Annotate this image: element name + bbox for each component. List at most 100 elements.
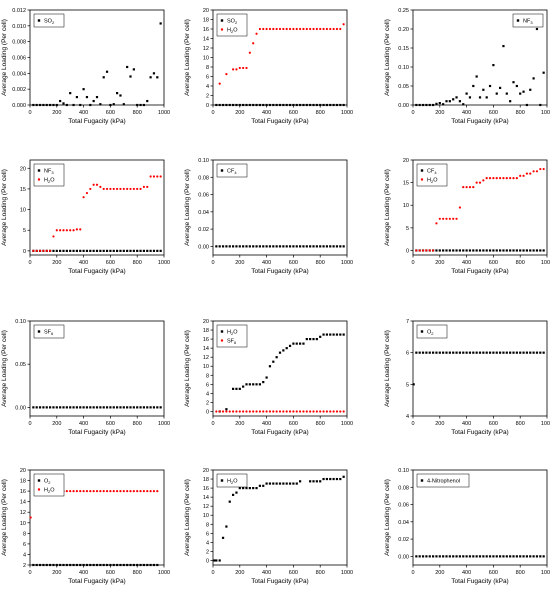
- data-point: [69, 563, 72, 567]
- data-point: [255, 103, 258, 107]
- data-point: [299, 27, 302, 31]
- data-point: [535, 351, 539, 354]
- x-tick-label: 1000: [541, 260, 550, 266]
- data-point: [275, 356, 278, 359]
- legend-marker: [420, 479, 424, 482]
- series-1: [32, 22, 162, 107]
- data-point: [52, 249, 55, 252]
- data-point: [515, 351, 518, 354]
- y-tick-label: 0.00: [398, 103, 409, 109]
- data-point: [215, 559, 218, 562]
- data-point: [445, 100, 448, 103]
- legend-box: [416, 324, 448, 339]
- legend-box: [33, 163, 65, 187]
- data-point: [519, 174, 522, 177]
- data-point: [142, 249, 145, 252]
- data-point: [445, 351, 448, 354]
- data-point: [139, 490, 142, 493]
- legend-marker: [37, 488, 41, 491]
- data-point: [299, 103, 302, 107]
- data-point: [228, 245, 231, 248]
- legend-marker: [220, 19, 224, 22]
- data-point: [132, 406, 135, 409]
- y-tick-label: 0.06: [398, 503, 409, 509]
- data-point: [288, 344, 292, 347]
- y-tick-label: 2: [23, 563, 26, 569]
- data-point: [299, 410, 302, 413]
- data-point: [492, 555, 495, 558]
- data-point: [495, 351, 498, 354]
- data-point: [242, 410, 245, 413]
- data-point: [485, 176, 488, 180]
- data-point: [325, 477, 328, 481]
- data-point: [65, 229, 68, 232]
- data-point: [468, 351, 472, 354]
- data-point: [62, 249, 65, 252]
- data-point: [258, 410, 261, 413]
- x-axis-title: Total Fugacity (kPa): [68, 429, 125, 436]
- y-tick-label: 0.00: [398, 554, 409, 560]
- data-point: [235, 410, 238, 413]
- data-point: [245, 383, 248, 386]
- data-point: [95, 490, 99, 493]
- data-point: [248, 383, 251, 386]
- legend-entry: 4-Nitrophenol: [427, 479, 460, 485]
- data-point: [458, 555, 461, 558]
- data-point: [85, 563, 89, 567]
- y-tick-label: 0.08: [398, 485, 409, 491]
- data-point: [119, 563, 122, 567]
- data-point: [509, 249, 512, 252]
- data-point: [432, 351, 435, 354]
- data-point: [288, 103, 292, 107]
- data-point: [335, 477, 339, 481]
- y-tick-label: 10: [403, 203, 409, 209]
- data-point: [65, 563, 68, 567]
- data-point: [482, 555, 485, 558]
- legend-marker: [37, 178, 41, 181]
- data-point: [112, 490, 115, 493]
- data-point: [258, 103, 261, 107]
- data-point: [421, 103, 425, 107]
- x-tick-label: 600: [489, 110, 498, 116]
- data-point: [245, 66, 248, 70]
- data-point: [122, 187, 125, 191]
- data-point: [238, 387, 241, 390]
- data-point: [329, 245, 332, 248]
- data-point: [278, 103, 282, 107]
- legend-box: [216, 13, 248, 37]
- data-point: [529, 172, 532, 175]
- data-point: [146, 563, 149, 567]
- data-point: [515, 176, 518, 180]
- data-point: [305, 410, 308, 413]
- panel-6: 0 200 400 600 800 1000 Total Fugacity (kPa) 0 5 1…: [384, 158, 550, 275]
- data-point: [248, 51, 251, 54]
- y-tick-label: 0.05: [398, 84, 409, 90]
- plot-frame: [212, 469, 348, 566]
- data-point: [225, 408, 228, 411]
- y-tick-label: 0: [206, 558, 209, 564]
- data-point: [32, 406, 35, 409]
- data-point: [69, 490, 72, 493]
- data-point: [79, 249, 82, 252]
- data-point: [42, 103, 45, 107]
- data-point: [142, 490, 145, 493]
- data-point: [248, 245, 251, 248]
- data-point: [452, 249, 455, 252]
- data-point: [252, 245, 255, 248]
- y-tick-label: 0.002: [12, 87, 26, 93]
- y-tick-label: 5: [406, 226, 409, 232]
- data-point: [275, 245, 278, 248]
- x-axis-title: Total Fugacity (kPa): [68, 578, 125, 585]
- plot-frame: [29, 159, 165, 256]
- data-point: [99, 563, 102, 567]
- data-point: [492, 351, 495, 354]
- data-point: [129, 75, 132, 78]
- y-axis-title: Average Loading (Per cell): [384, 330, 391, 407]
- data-point: [505, 92, 508, 95]
- data-point: [75, 563, 78, 567]
- data-point: [242, 245, 245, 248]
- data-point: [332, 27, 335, 31]
- data-point: [245, 245, 248, 248]
- data-point: [512, 176, 515, 180]
